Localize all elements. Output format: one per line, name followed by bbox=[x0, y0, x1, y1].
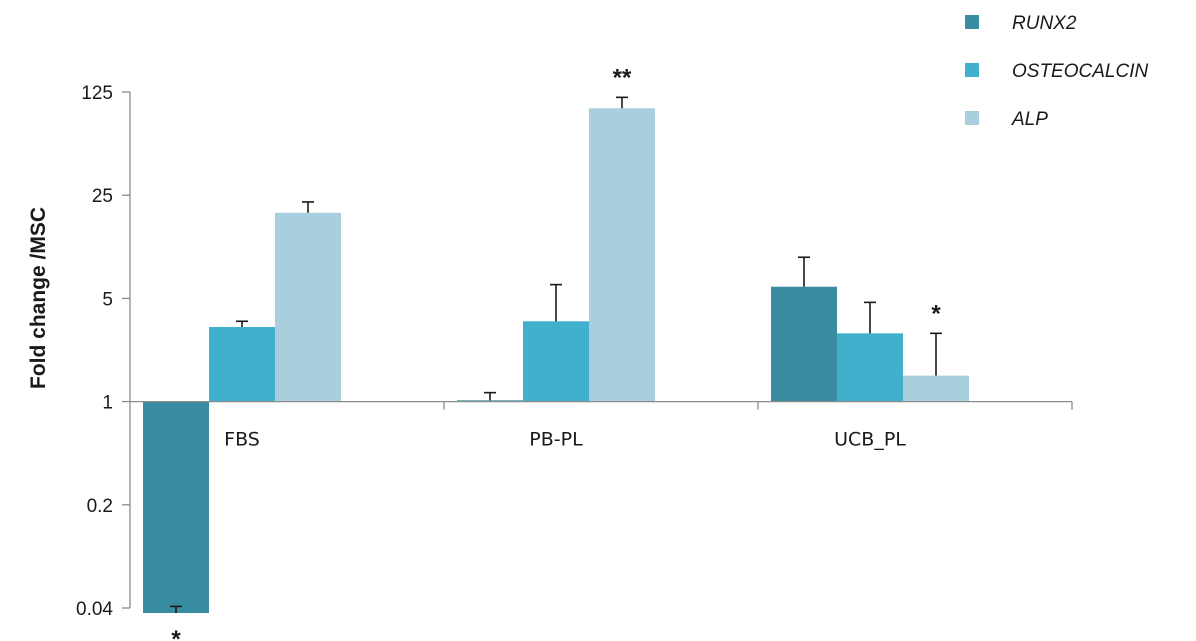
y-tick-label: 0.04 bbox=[76, 599, 113, 620]
bar-runx2-fbs bbox=[143, 401, 209, 613]
category-label-ucb_pl: UCB_PL bbox=[834, 429, 906, 451]
legend-label-osteocalcin: OSTEOCALCIN bbox=[1012, 61, 1148, 82]
legend-swatch-runx2 bbox=[965, 15, 979, 29]
bar-osteocalcin-ucb_pl bbox=[837, 333, 903, 402]
category-label-pb-pl: PB-PL bbox=[529, 429, 583, 451]
significance-marker: ** bbox=[613, 64, 632, 91]
y-tick-label: 5 bbox=[102, 289, 113, 310]
bar-osteocalcin-fbs bbox=[209, 327, 275, 402]
axes-layer bbox=[129, 92, 1073, 608]
y-ticks-layer: 0.04 0.2 1 5 25 125 bbox=[76, 83, 130, 620]
bars-layer bbox=[143, 108, 969, 613]
significance-marker: * bbox=[171, 626, 181, 641]
legend-label-runx2: RUNX2 bbox=[1012, 13, 1077, 34]
category-label-fbs: FBS bbox=[224, 429, 260, 451]
bar-runx2-ucb_pl bbox=[771, 286, 837, 402]
legend: RUNX2 OSTEOCALCIN ALP bbox=[965, 13, 1148, 130]
legend-label-alp: ALP bbox=[1011, 109, 1048, 130]
significance-layer: **** bbox=[171, 64, 941, 641]
error-bars-layer bbox=[170, 96, 942, 613]
category-labels-layer: FBS PB-PL UCB_PL bbox=[224, 429, 906, 451]
bar-alp-fbs bbox=[275, 212, 341, 402]
legend-swatch-osteocalcin bbox=[965, 63, 979, 77]
y-tick-label: 125 bbox=[81, 83, 113, 104]
y-axis-label: Fold change /MSC bbox=[27, 207, 50, 389]
y-tick-label: 1 bbox=[102, 393, 113, 414]
significance-marker: * bbox=[931, 300, 941, 327]
y-tick-label: 0.2 bbox=[87, 496, 113, 517]
bar-osteocalcin-pb-pl bbox=[523, 321, 589, 402]
legend-swatch-alp bbox=[965, 111, 979, 125]
bar-alp-pb-pl bbox=[589, 108, 655, 402]
y-tick-label: 25 bbox=[92, 186, 113, 207]
bar-alp-ucb_pl bbox=[903, 375, 969, 402]
